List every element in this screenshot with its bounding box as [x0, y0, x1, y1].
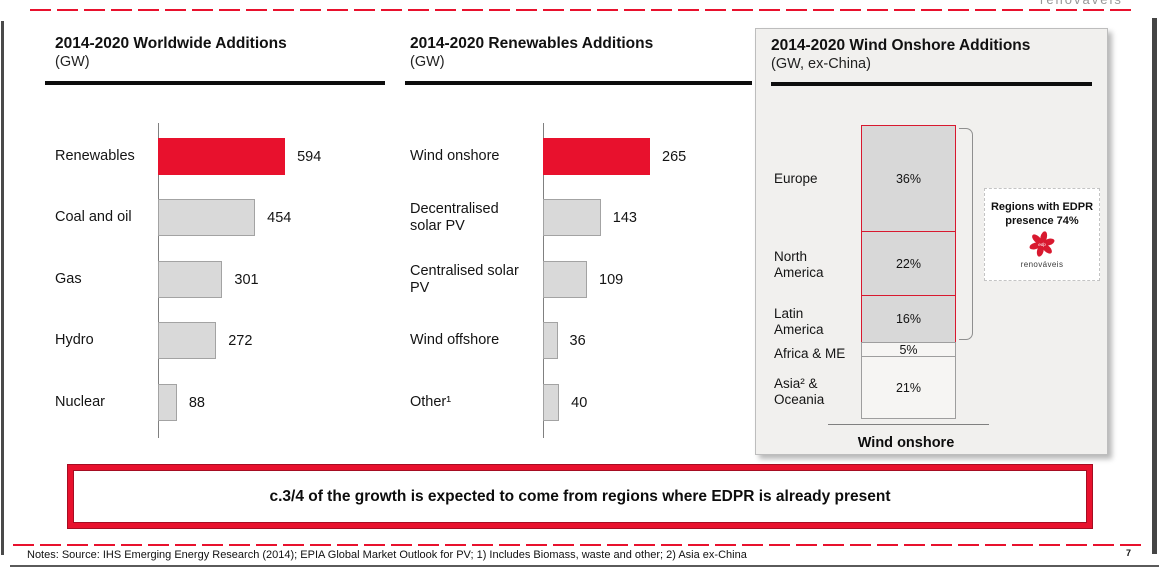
- title-rule: [405, 81, 752, 85]
- bar-renewables: [158, 138, 286, 175]
- bar-row: Hydro 272: [43, 322, 390, 359]
- bar-coal-and-oil: [158, 199, 256, 236]
- chart-title: 2014-2020 Wind Onshore Additions: [771, 37, 1031, 54]
- bar-nuclear: [158, 384, 177, 421]
- category-label: Wind offshore: [410, 332, 500, 348]
- title-rule: [45, 81, 385, 85]
- category-label: Other¹: [410, 394, 452, 410]
- bar-row: Wind offshore 36: [405, 322, 752, 359]
- category-label: Wind onshore: [410, 148, 500, 164]
- chart-header: 2014-2020 Worldwide Additions (GW): [43, 28, 390, 72]
- x-axis-line: [828, 424, 989, 425]
- slide-frame-right: [1152, 18, 1157, 554]
- chart-subtitle: (GW, ex-China): [771, 56, 871, 72]
- bar-wind-onshore: [543, 138, 651, 175]
- bar-decentralised-solar-pv: [543, 199, 601, 236]
- chart-title: 2014-2020 Worldwide Additions: [55, 35, 287, 52]
- edpr-regions-bracket: [959, 128, 973, 340]
- category-label: Renewables: [55, 148, 135, 164]
- value-label: 272: [228, 332, 253, 349]
- stacked-column: 36% 22% 16% 5% 21%: [861, 125, 956, 419]
- bar-hydro: [158, 322, 217, 359]
- bar-row: Gas 301: [43, 261, 390, 298]
- edp-brand-text: renováveis: [1020, 260, 1064, 269]
- edpr-presence-callout: Regions with EDPR presence 74% edp renov…: [984, 188, 1100, 281]
- chart-header: 2014-2020 Wind Onshore Additions (GW, ex…: [756, 29, 1107, 74]
- bar-row: Coal and oil 454: [43, 199, 390, 236]
- segment-pct-label: 16%: [895, 312, 922, 327]
- x-axis-label: Wind onshore: [857, 435, 955, 451]
- bar-row: Wind onshore 265: [405, 138, 752, 175]
- bar-rows: Renewables 594 Coal and oil 454 Gas 301 …: [43, 28, 390, 458]
- top-red-dashed-divider: [30, 9, 1135, 11]
- cropped-logo-text-fragment: renováveis: [1040, 0, 1135, 7]
- slide-frame-left: [1, 21, 4, 555]
- bar-rows: Wind onshore 265 Decentralised solar PV …: [405, 28, 752, 458]
- bar-row: Centralised solar PV 109: [405, 261, 752, 298]
- bar-other: [543, 384, 560, 421]
- segment-asia-oceania: 21%: [861, 356, 956, 419]
- chart-subtitle: (GW): [410, 54, 445, 70]
- title-rule: [771, 82, 1092, 86]
- value-label: 143: [612, 209, 637, 226]
- bar-row: Renewables 594: [43, 138, 390, 175]
- segment-pct-label: 5%: [899, 342, 918, 357]
- value-label: 109: [599, 271, 624, 288]
- worldwide-additions-chart: 2014-2020 Worldwide Additions (GW) Renew…: [43, 28, 390, 458]
- value-label: 36: [569, 332, 586, 349]
- bar-row: Other¹ 40: [405, 384, 752, 421]
- category-label: Gas: [55, 271, 82, 287]
- value-label: 265: [662, 148, 687, 165]
- bar-wind-offshore: [543, 322, 558, 359]
- region-label-north-america: North America: [774, 249, 824, 280]
- bar-row: Nuclear 88: [43, 384, 390, 421]
- value-label: 454: [267, 209, 292, 226]
- bottom-red-dashed-divider: [13, 544, 1147, 546]
- region-label-latin-america: Latin America: [774, 306, 824, 337]
- segment-pct-label: 22%: [895, 257, 922, 271]
- segment-pct-label: 21%: [895, 380, 922, 395]
- bar-gas: [158, 261, 223, 298]
- category-label: Hydro: [55, 332, 94, 348]
- bar-row: Decentralised solar PV 143: [405, 199, 752, 236]
- key-message-text: c.3/4 of the growth is expected to come …: [269, 487, 891, 505]
- category-label: Coal and oil: [55, 209, 132, 225]
- bar-centralised-solar-pv: [543, 261, 588, 298]
- chart-title: 2014-2020 Renewables Additions: [410, 35, 654, 52]
- footnotes: Notes: Source: IHS Emerging Energy Resea…: [27, 549, 747, 561]
- region-label-africa-me: Africa & ME: [774, 346, 846, 361]
- category-label: Decentralised solar PV: [410, 200, 499, 234]
- value-label: 40: [571, 394, 588, 411]
- renewables-additions-chart: 2014-2020 Renewables Additions (GW) Wind…: [405, 28, 752, 458]
- segment-north-america: 22%: [861, 231, 956, 297]
- category-label: Nuclear: [55, 394, 105, 410]
- region-label-asia-oceania: Asia² & Oceania: [774, 376, 825, 407]
- region-label-europe: Europe: [774, 171, 818, 186]
- slide-frame-bottom: [10, 565, 1159, 567]
- value-label: 594: [297, 148, 322, 165]
- chart-header: 2014-2020 Renewables Additions (GW): [405, 28, 752, 72]
- segment-africa-me: 5%: [861, 342, 956, 358]
- segment-pct-label: 36%: [895, 171, 922, 186]
- segment-latin-america: 16%: [861, 295, 956, 344]
- key-message-banner: c.3/4 of the growth is expected to come …: [68, 465, 1092, 528]
- chart-subtitle: (GW): [55, 54, 90, 70]
- page-number: 7: [1126, 548, 1132, 558]
- edp-flower-logo-icon: edp: [1029, 231, 1055, 257]
- category-label: Centralised solar PV: [410, 262, 519, 296]
- callout-text: Regions with EDPR presence 74%: [990, 201, 1094, 227]
- svg-text:edp: edp: [1038, 242, 1046, 247]
- value-label: 88: [188, 394, 205, 411]
- value-label: 301: [234, 271, 259, 288]
- segment-europe: 36%: [861, 125, 956, 233]
- wind-onshore-additions-panel: 2014-2020 Wind Onshore Additions (GW, ex…: [755, 28, 1108, 455]
